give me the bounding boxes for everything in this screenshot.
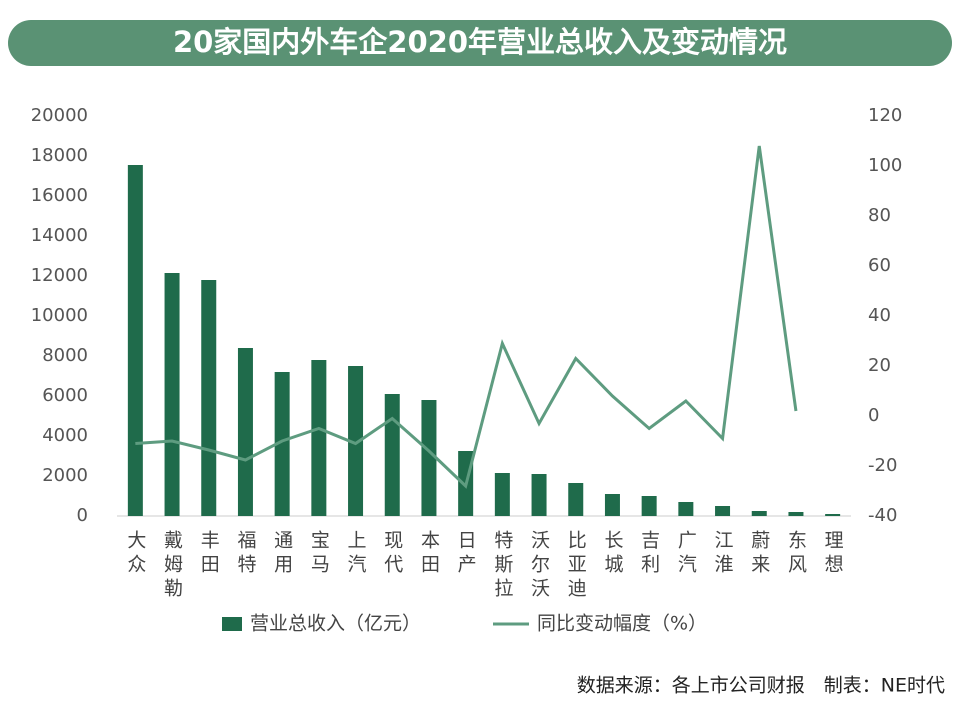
y-tick-label: 0 xyxy=(77,505,88,526)
x-tick-label: 日产 xyxy=(455,530,477,578)
bar xyxy=(788,512,804,516)
bar xyxy=(825,514,841,516)
x-tick-label: 长城 xyxy=(601,530,623,578)
y-tick-label: 14000 xyxy=(31,225,88,246)
y2-tick-label: 0 xyxy=(868,405,879,426)
y-tick-label: 12000 xyxy=(31,265,88,286)
y-tick-label: 8000 xyxy=(42,345,88,366)
x-tick-label: 本田 xyxy=(418,530,440,578)
x-tick-label: 大众 xyxy=(124,530,146,578)
bar xyxy=(384,394,400,516)
chart-title: 20家国内外车企2020年营业总收入及变动情况 xyxy=(173,25,787,59)
y2-tick-label: 20 xyxy=(868,355,891,376)
y-tick-label: 10000 xyxy=(31,305,88,326)
y-tick-label: 20000 xyxy=(31,105,88,126)
y-tick-label: 16000 xyxy=(31,185,88,206)
bar xyxy=(531,474,547,516)
y2-tick-label: -40 xyxy=(868,505,897,526)
x-tick-label: 通用 xyxy=(271,530,293,578)
y2-tick-label: 80 xyxy=(868,205,891,226)
legend-label: 同比变动幅度（%） xyxy=(537,613,707,635)
y2-tick-label: 60 xyxy=(868,255,891,276)
bar xyxy=(678,502,694,516)
y2-tick-label: 120 xyxy=(868,105,902,126)
x-tick-label: 广汽 xyxy=(675,530,697,578)
x-tick-label: 现代 xyxy=(381,530,403,578)
x-tick-label: 丰田 xyxy=(198,530,220,578)
y2-tick-label: 100 xyxy=(868,155,902,176)
bar xyxy=(641,496,657,516)
y-tick-label: 4000 xyxy=(42,425,88,446)
x-tick-label: 比亚迪 xyxy=(565,530,587,602)
x-tick-label: 沃尔沃 xyxy=(528,530,550,602)
x-tick-label: 江淮 xyxy=(712,530,734,578)
bar xyxy=(494,473,510,516)
bar xyxy=(311,360,327,516)
source: 数据来源：各上市公司财报 制表：NE时代 xyxy=(577,675,945,697)
bar xyxy=(127,165,143,516)
y-tick-label: 18000 xyxy=(31,145,88,166)
bar xyxy=(568,483,584,516)
x-tick-label: 宝马 xyxy=(308,530,330,578)
x-tick-label: 东风 xyxy=(785,530,807,578)
x-tick-label: 理想 xyxy=(822,530,844,578)
bar xyxy=(751,511,767,516)
x-tick-label: 吉利 xyxy=(638,530,660,578)
line xyxy=(135,145,798,489)
x-tick-label: 戴姆勒 xyxy=(161,530,183,602)
y2-tick-label: 40 xyxy=(868,305,891,326)
bar xyxy=(604,494,620,516)
y-tick-label: 6000 xyxy=(42,385,88,406)
y-tick-label: 2000 xyxy=(42,465,88,486)
bar xyxy=(421,400,437,516)
title-banner xyxy=(8,20,952,66)
legend-label: 营业总收入（亿元） xyxy=(250,613,421,635)
bar xyxy=(164,273,180,516)
bar xyxy=(237,348,253,516)
bar xyxy=(201,280,217,516)
bar xyxy=(715,506,731,516)
y2-tick-label: -20 xyxy=(868,455,897,476)
legend-swatch xyxy=(222,617,242,631)
x-tick-label: 福特 xyxy=(234,530,256,578)
x-tick-label: 特斯拉 xyxy=(491,530,513,602)
bar xyxy=(274,372,290,516)
x-tick-label: 蔚来 xyxy=(748,530,770,578)
x-tick-label: 上汽 xyxy=(345,530,367,578)
bar xyxy=(348,366,364,516)
